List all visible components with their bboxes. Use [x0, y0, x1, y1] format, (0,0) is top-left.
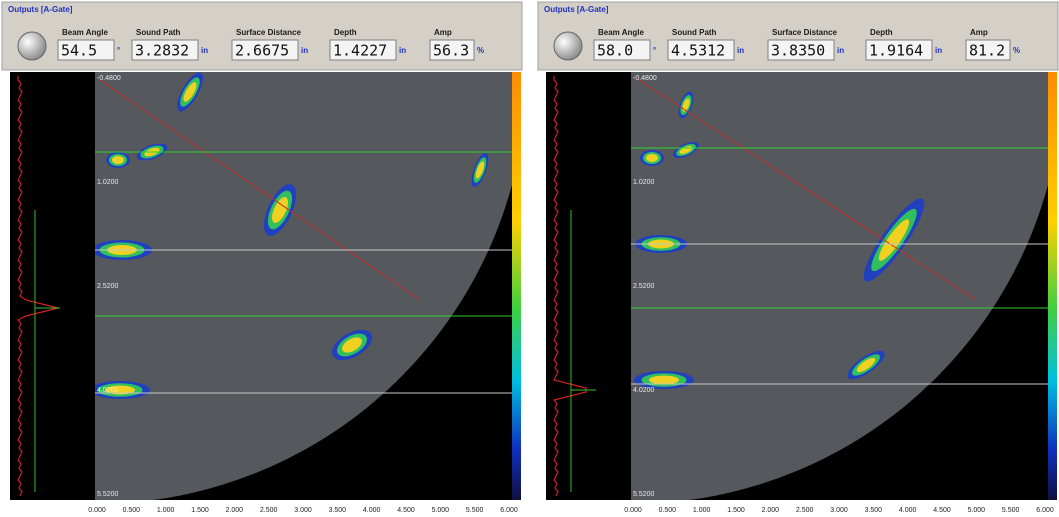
y-tick-label: -0.4800: [633, 75, 657, 82]
x-tick-label: 3.500: [329, 507, 347, 514]
readout-label: Amp: [434, 28, 452, 37]
group-title: Outputs [A-Gate]: [8, 5, 73, 14]
x-tick-label: 2.500: [260, 507, 278, 514]
readout-value: 2.6675: [235, 42, 289, 60]
readout-value: 58.0: [597, 42, 633, 60]
x-tick-label: 5.500: [466, 507, 484, 514]
readout-label: Amp: [970, 28, 988, 37]
readout-unit: in: [201, 46, 208, 55]
a-scan: [546, 72, 631, 500]
indication: [646, 154, 658, 162]
knob-button[interactable]: [554, 32, 582, 60]
scan-panel: Outputs [A-Gate] Beam Angle 58.0 ° Sound Pat…: [536, 0, 1059, 517]
readout-value: 3.2832: [135, 42, 189, 60]
x-tick-label: 6.000: [500, 507, 518, 514]
x-tick-label: 1.500: [727, 507, 745, 514]
y-tick-label: 1.0200: [97, 179, 119, 186]
x-tick-label: 0.000: [624, 507, 642, 514]
readout-label: Surface Distance: [236, 28, 301, 37]
y-tick-label: 2.5200: [97, 283, 119, 290]
color-scale: [512, 72, 521, 500]
y-tick-label: 4.0200: [633, 387, 655, 394]
readout-unit: %: [477, 46, 484, 55]
readout-label: Beam Angle: [598, 28, 644, 37]
group-title: Outputs [A-Gate]: [544, 5, 609, 14]
indication: [112, 156, 124, 164]
readout-unit: in: [837, 46, 844, 55]
y-tick-label: 5.5200: [97, 491, 119, 498]
readout-value: 3.8350: [771, 42, 825, 60]
x-tick-label: 4.500: [397, 507, 415, 514]
x-tick-label: 4.500: [933, 507, 951, 514]
x-tick-label: 1.500: [191, 507, 209, 514]
readout-unit: in: [399, 46, 406, 55]
y-tick-label: 4.0200: [97, 387, 119, 394]
readout-label: Depth: [334, 28, 357, 37]
readout-unit: °: [117, 46, 120, 55]
x-tick-label: 3.000: [294, 507, 312, 514]
knob-button[interactable]: [18, 32, 46, 60]
readout-value: 1.4227: [333, 42, 387, 60]
x-tick-label: 3.500: [865, 507, 883, 514]
readout-unit: in: [737, 46, 744, 55]
x-tick-label: 2.500: [796, 507, 814, 514]
readout-value: 81.2: [969, 42, 1005, 60]
readout-value: 56.3: [433, 42, 469, 60]
readout-label: Beam Angle: [62, 28, 108, 37]
x-tick-label: 6.000: [1036, 507, 1054, 514]
readout-value: 4.5312: [671, 42, 725, 60]
indication: [649, 376, 679, 385]
x-tick-label: 5.000: [432, 507, 450, 514]
readout-value: 1.9164: [869, 42, 923, 60]
x-tick-label: 2.000: [762, 507, 780, 514]
screenshot: Outputs [A-Gate] Beam Angle 54.5 ° Sound Pat…: [0, 0, 1059, 517]
readout-label: Depth: [870, 28, 893, 37]
color-scale: [1048, 72, 1057, 500]
x-tick-label: 2.000: [226, 507, 244, 514]
readout-unit: °: [653, 46, 656, 55]
x-tick-label: 0.500: [659, 507, 677, 514]
readout-unit: %: [1013, 46, 1020, 55]
readout-label: Sound Path: [136, 28, 181, 37]
x-tick-label: 0.500: [123, 507, 141, 514]
y-tick-label: -0.4800: [97, 75, 121, 82]
readout-label: Sound Path: [672, 28, 717, 37]
scan-panel: Outputs [A-Gate] Beam Angle 54.5 ° Sound Pat…: [0, 0, 523, 517]
x-tick-label: 4.000: [899, 507, 917, 514]
x-tick-label: 5.000: [968, 507, 986, 514]
y-tick-label: 1.0200: [633, 179, 655, 186]
x-tick-label: 1.000: [693, 507, 711, 514]
readout-unit: in: [935, 46, 942, 55]
y-tick-label: 5.5200: [633, 491, 655, 498]
readout-value: 54.5: [61, 42, 97, 60]
y-tick-label: 2.5200: [633, 283, 655, 290]
a-scan: [10, 72, 95, 500]
x-tick-label: 4.000: [363, 507, 381, 514]
x-tick-label: 3.000: [830, 507, 848, 514]
x-tick-label: 0.000: [88, 507, 106, 514]
readout-label: Surface Distance: [772, 28, 837, 37]
x-tick-label: 5.500: [1002, 507, 1020, 514]
x-tick-label: 1.000: [157, 507, 175, 514]
readout-unit: in: [301, 46, 308, 55]
